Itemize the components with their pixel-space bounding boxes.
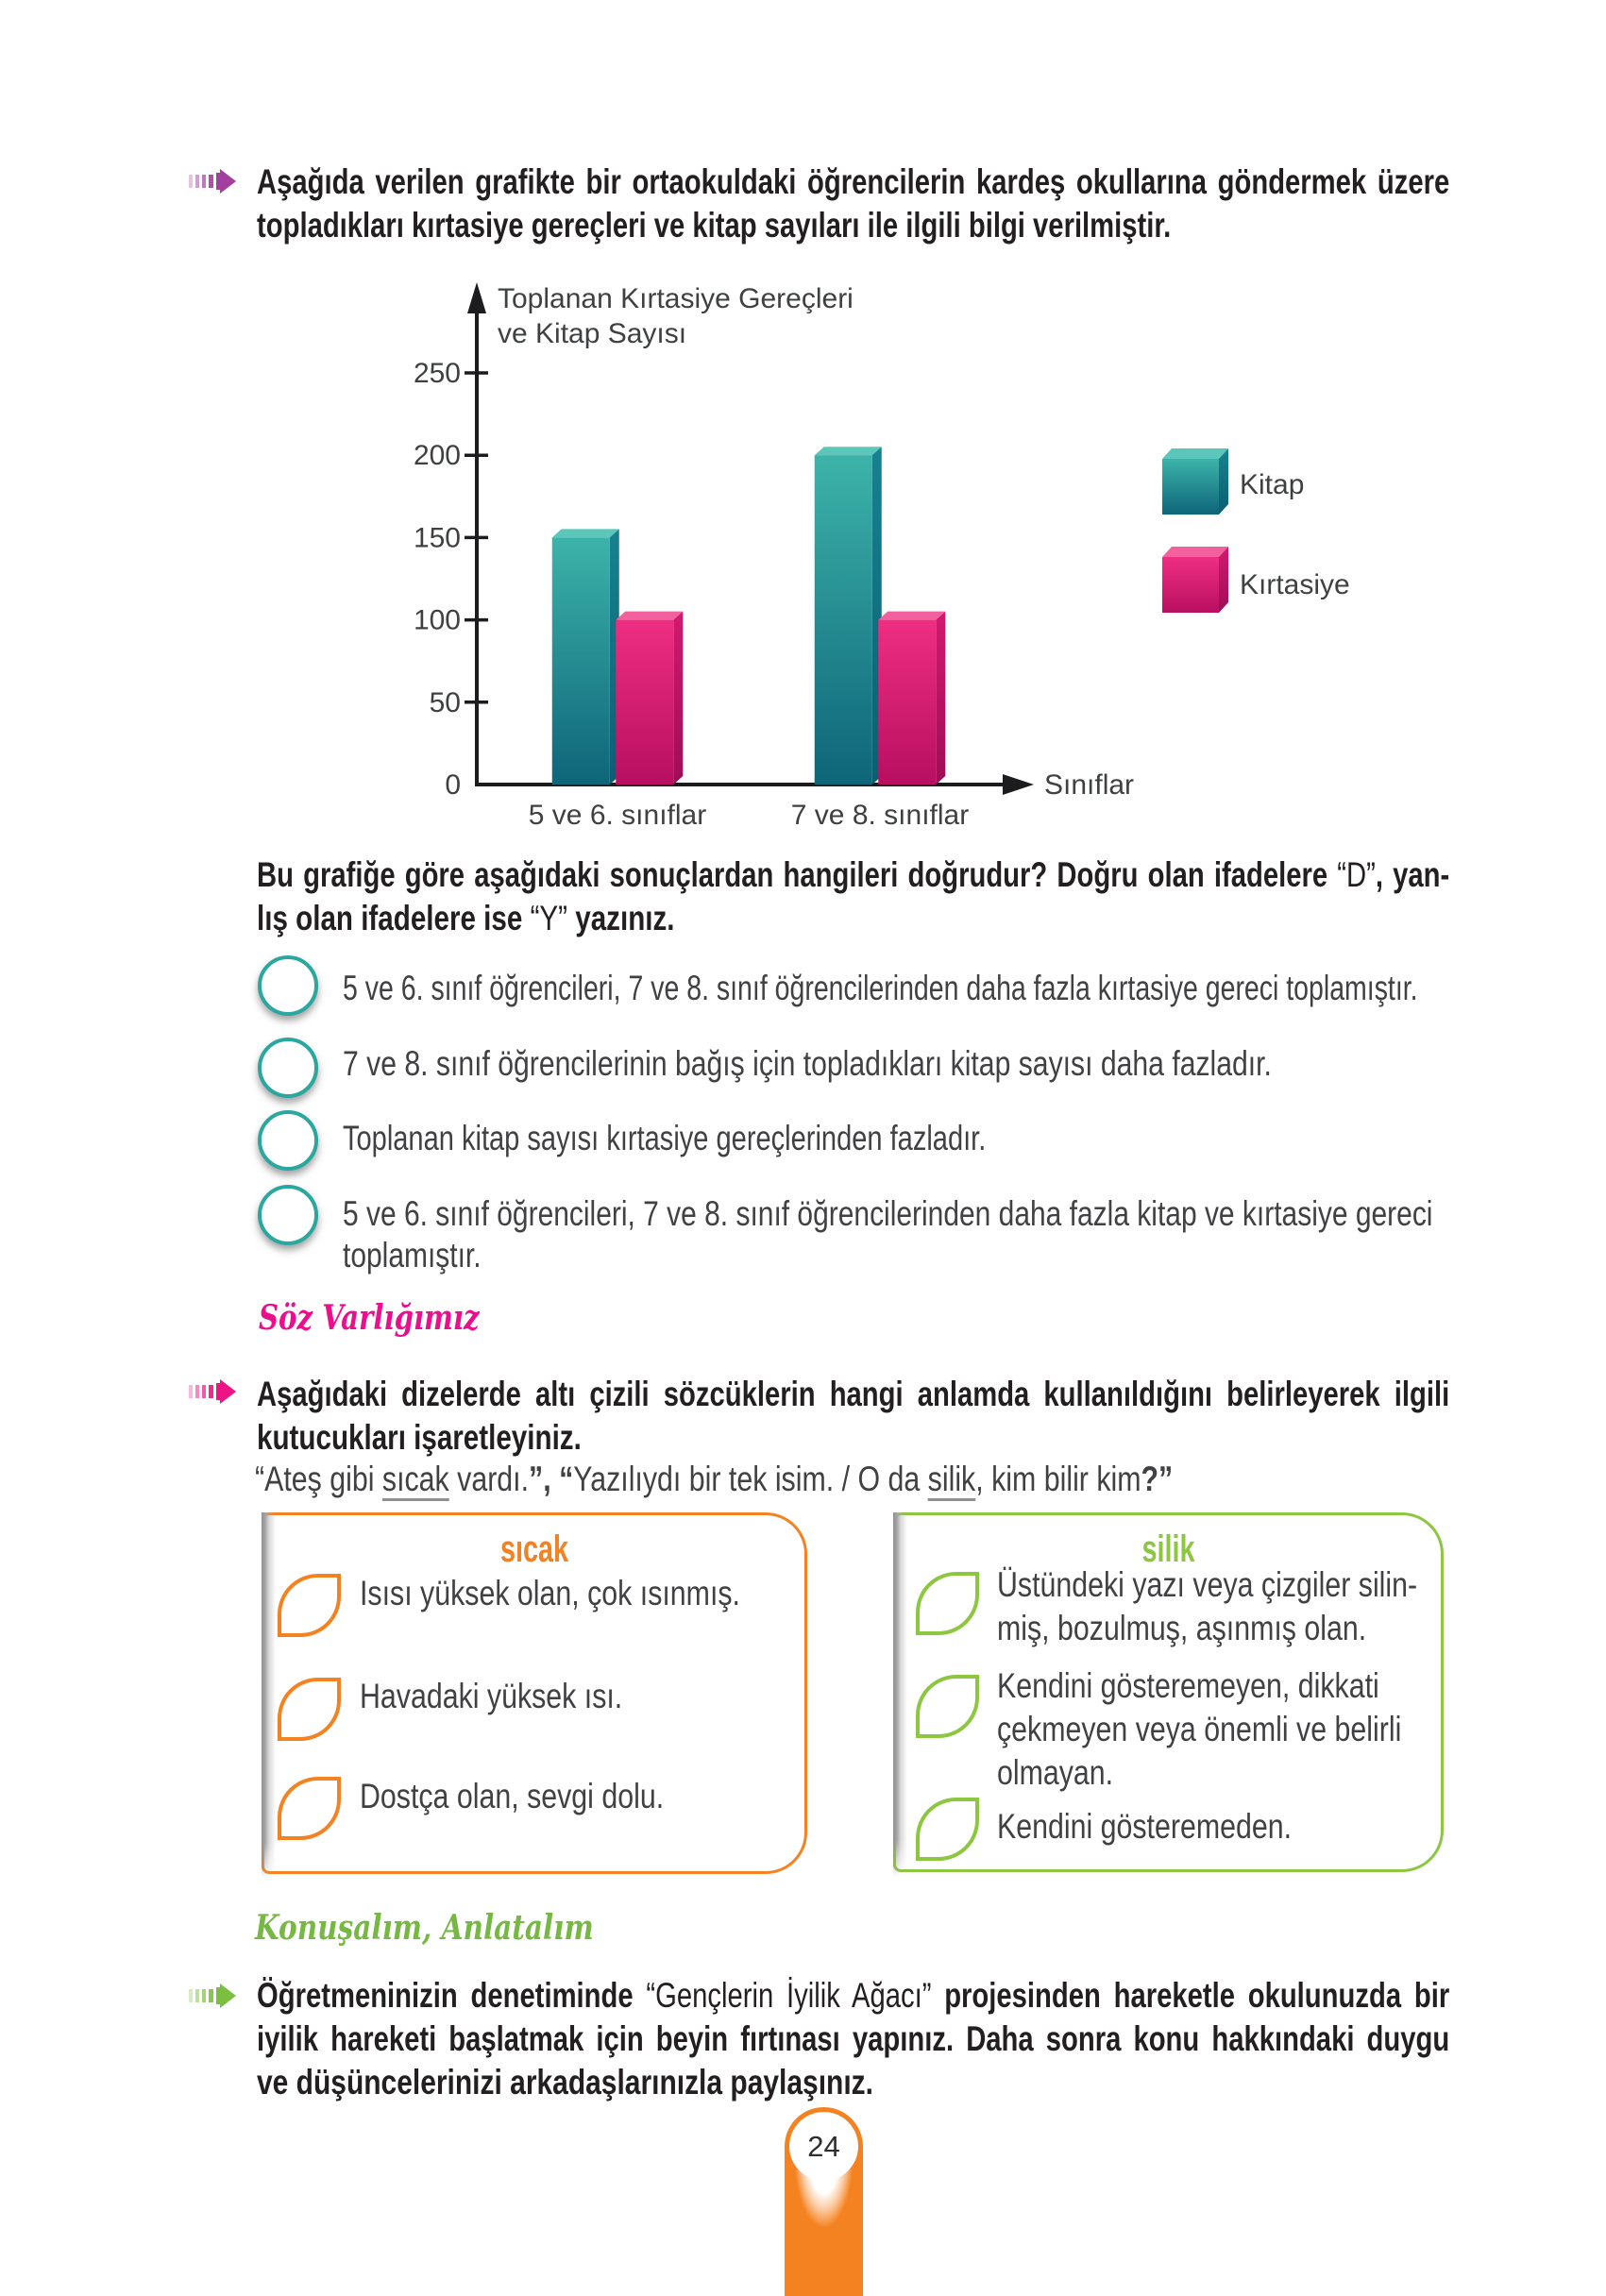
x-axis-title: Sınıflar — [1044, 769, 1134, 801]
bar-kitap-0-top — [551, 529, 619, 538]
bar-kitap-1 — [814, 455, 872, 785]
bar-kırtasiye-1-top — [878, 611, 946, 620]
wordbox-silik: silik — [893, 1512, 1444, 1872]
bar-chart: 0 50 100 150 200 250 Toplanan Kırtasiye Gereçl… — [414, 282, 1350, 831]
legend-kitap-cube-top — [1162, 448, 1228, 459]
question-line-1: Bu grafiğe göre aşağıdaki sonuçlardan ha… — [257, 855, 1450, 894]
y-tick-label: 200 — [414, 440, 461, 471]
vocabulary-instruction-line-1: Aşağıdaki dizelerde altı çizili sözcükle… — [257, 1375, 1450, 1413]
bar-kırtasiye-0-side — [673, 611, 684, 785]
quote-line: “Ateş gibi sıcak vardı.”, “Yazılıydı bir… — [255, 1460, 1174, 1498]
legend-kırtasiye-label: Kırtasiye — [1240, 569, 1350, 600]
statement-1-text: 5 ve 6. sınıf öğrencileri, 7 ve 8. sınıf… — [343, 969, 1418, 1007]
statement-3-answer-circle[interactable] — [258, 1110, 318, 1171]
legend-kırtasiye-cube — [1162, 557, 1219, 613]
y-tick-label: 250 — [414, 358, 461, 389]
speaking-instruction-line-3: ve düşüncelerinizi arkadaşlarınızla payl… — [257, 2063, 873, 2102]
bar-kırtasiye-1 — [878, 619, 937, 785]
statement-2-text: 7 ve 8. sınıf öğrencilerinin bağış için … — [343, 1044, 1272, 1083]
vocabulary-instruction: Aşağıdaki dizelerde altı çizili sözcükle… — [257, 1373, 1606, 1460]
legend-kitap-cube — [1162, 459, 1219, 515]
intro-arrow-bullet — [189, 169, 236, 194]
sicak-option-1-checkbox[interactable] — [278, 1574, 341, 1637]
statement-1-answer-circle[interactable] — [258, 955, 318, 1016]
silik-option-1-text: Üstündeki yazı veya çizgiler silin- miş,… — [997, 1565, 1418, 1647]
arrow-bullet-icon — [189, 1379, 236, 1404]
question-paragraph: Bu grafiğe göre aşağıdaki sonuçlardan ha… — [257, 853, 1606, 940]
statement-2-answer-circle[interactable] — [258, 1038, 318, 1098]
vocabulary-section-heading: Söz Varlığımız — [259, 1298, 480, 1338]
chart-title-line: ve Kitap Sayısı — [498, 318, 686, 349]
statement-3-text: Toplanan kitap sayısı kırtasiye gereçler… — [343, 1119, 987, 1157]
bar-kırtasiye-0-top — [616, 611, 684, 620]
question-line-2: lış olan ifadelere ise “Y” yazınız. — [257, 899, 675, 937]
page-number-badge: 24 — [785, 2107, 863, 2296]
bar-kitap-1-top — [814, 447, 882, 456]
speaking-instruction-line-1: Öğretmeninizin denetiminde “Gençlerin İy… — [257, 1976, 1450, 2015]
legend-kitap-label: Kitap — [1240, 469, 1304, 500]
sicak-option-2-text: Havadaki yüksek ısı. — [360, 1677, 623, 1715]
vocabulary-quote: “Ateş gibi sıcak vardı.”, “Yazılıydı bir… — [255, 1458, 1606, 1501]
speaking-instruction: Öğretmeninizin denetiminde “Gençlerin İy… — [257, 1974, 1606, 2104]
bar-kitap-0 — [551, 537, 610, 785]
y-tick-label: 150 — [414, 522, 461, 553]
y-tick-label: 50 — [430, 687, 461, 718]
intro-line-2: topladıkları kırtasiye gereçleri ve kita… — [257, 206, 1172, 245]
statement-4-answer-circle[interactable] — [258, 1185, 318, 1245]
legend-kırtasiye-cube-top — [1162, 547, 1228, 557]
legend-kırtasiye-cube-side — [1219, 547, 1228, 613]
page-number: 24 — [789, 2112, 858, 2181]
speaking-arrow-bullet — [189, 1984, 236, 2008]
silik-option-2-text: Kendini gösteremeyen, dikkati çekmeyen v… — [997, 1666, 1402, 1792]
silik-option-3-text: Kendini gösteremeden. — [997, 1807, 1293, 1846]
bar-kırtasiye-1-side — [936, 611, 946, 785]
x-category-label: 5 ve 6. sınıflar — [529, 800, 706, 831]
speaking-section-heading: Konuşalım, Anlatalım — [255, 1908, 594, 1948]
wordbox-sicak: sıcak — [262, 1512, 807, 1874]
sicak-option-3-text: Dostça olan, sevgi dolu. — [360, 1777, 665, 1815]
y-tick-label: 0 — [445, 769, 461, 801]
intro-paragraph: Aşağıda verilen grafikte bir ortaokuldak… — [257, 160, 1606, 247]
badge-glow — [789, 2169, 858, 2275]
speaking-instruction-line-2: iyilik hareketi başlatmak için beyin fır… — [257, 2019, 1450, 2058]
wordbox-silik-title: silik — [1141, 1528, 1195, 1570]
bar-kırtasiye-0 — [616, 619, 674, 785]
wordbox-sicak-title: sıcak — [499, 1528, 569, 1570]
vocabulary-instruction-line-2: kutucukları işaretleyiniz. — [257, 1418, 582, 1457]
y-axis-arrow-icon — [467, 282, 486, 313]
arrow-bullet-icon — [189, 1984, 236, 2008]
x-axis-arrow-icon — [1003, 774, 1034, 795]
chart-title-line: Toplanan Kırtasiye Gereçleri — [498, 283, 854, 314]
intro-line-1: Aşağıda verilen grafikte bir ortaokuldak… — [257, 162, 1450, 201]
vocabulary-arrow-bullet — [189, 1379, 236, 1404]
statement-4-text: 5 ve 6. sınıf öğrencileri, 7 ve 8. sınıf… — [343, 1194, 1433, 1275]
arrow-bullet-icon — [189, 169, 236, 194]
legend-kitap-cube-side — [1219, 448, 1228, 515]
sicak-option-1-text: Isısı yüksek olan, çok ısınmış. — [360, 1574, 740, 1612]
y-tick-label: 100 — [414, 605, 461, 636]
x-category-label: 7 ve 8. sınıflar — [791, 800, 969, 831]
